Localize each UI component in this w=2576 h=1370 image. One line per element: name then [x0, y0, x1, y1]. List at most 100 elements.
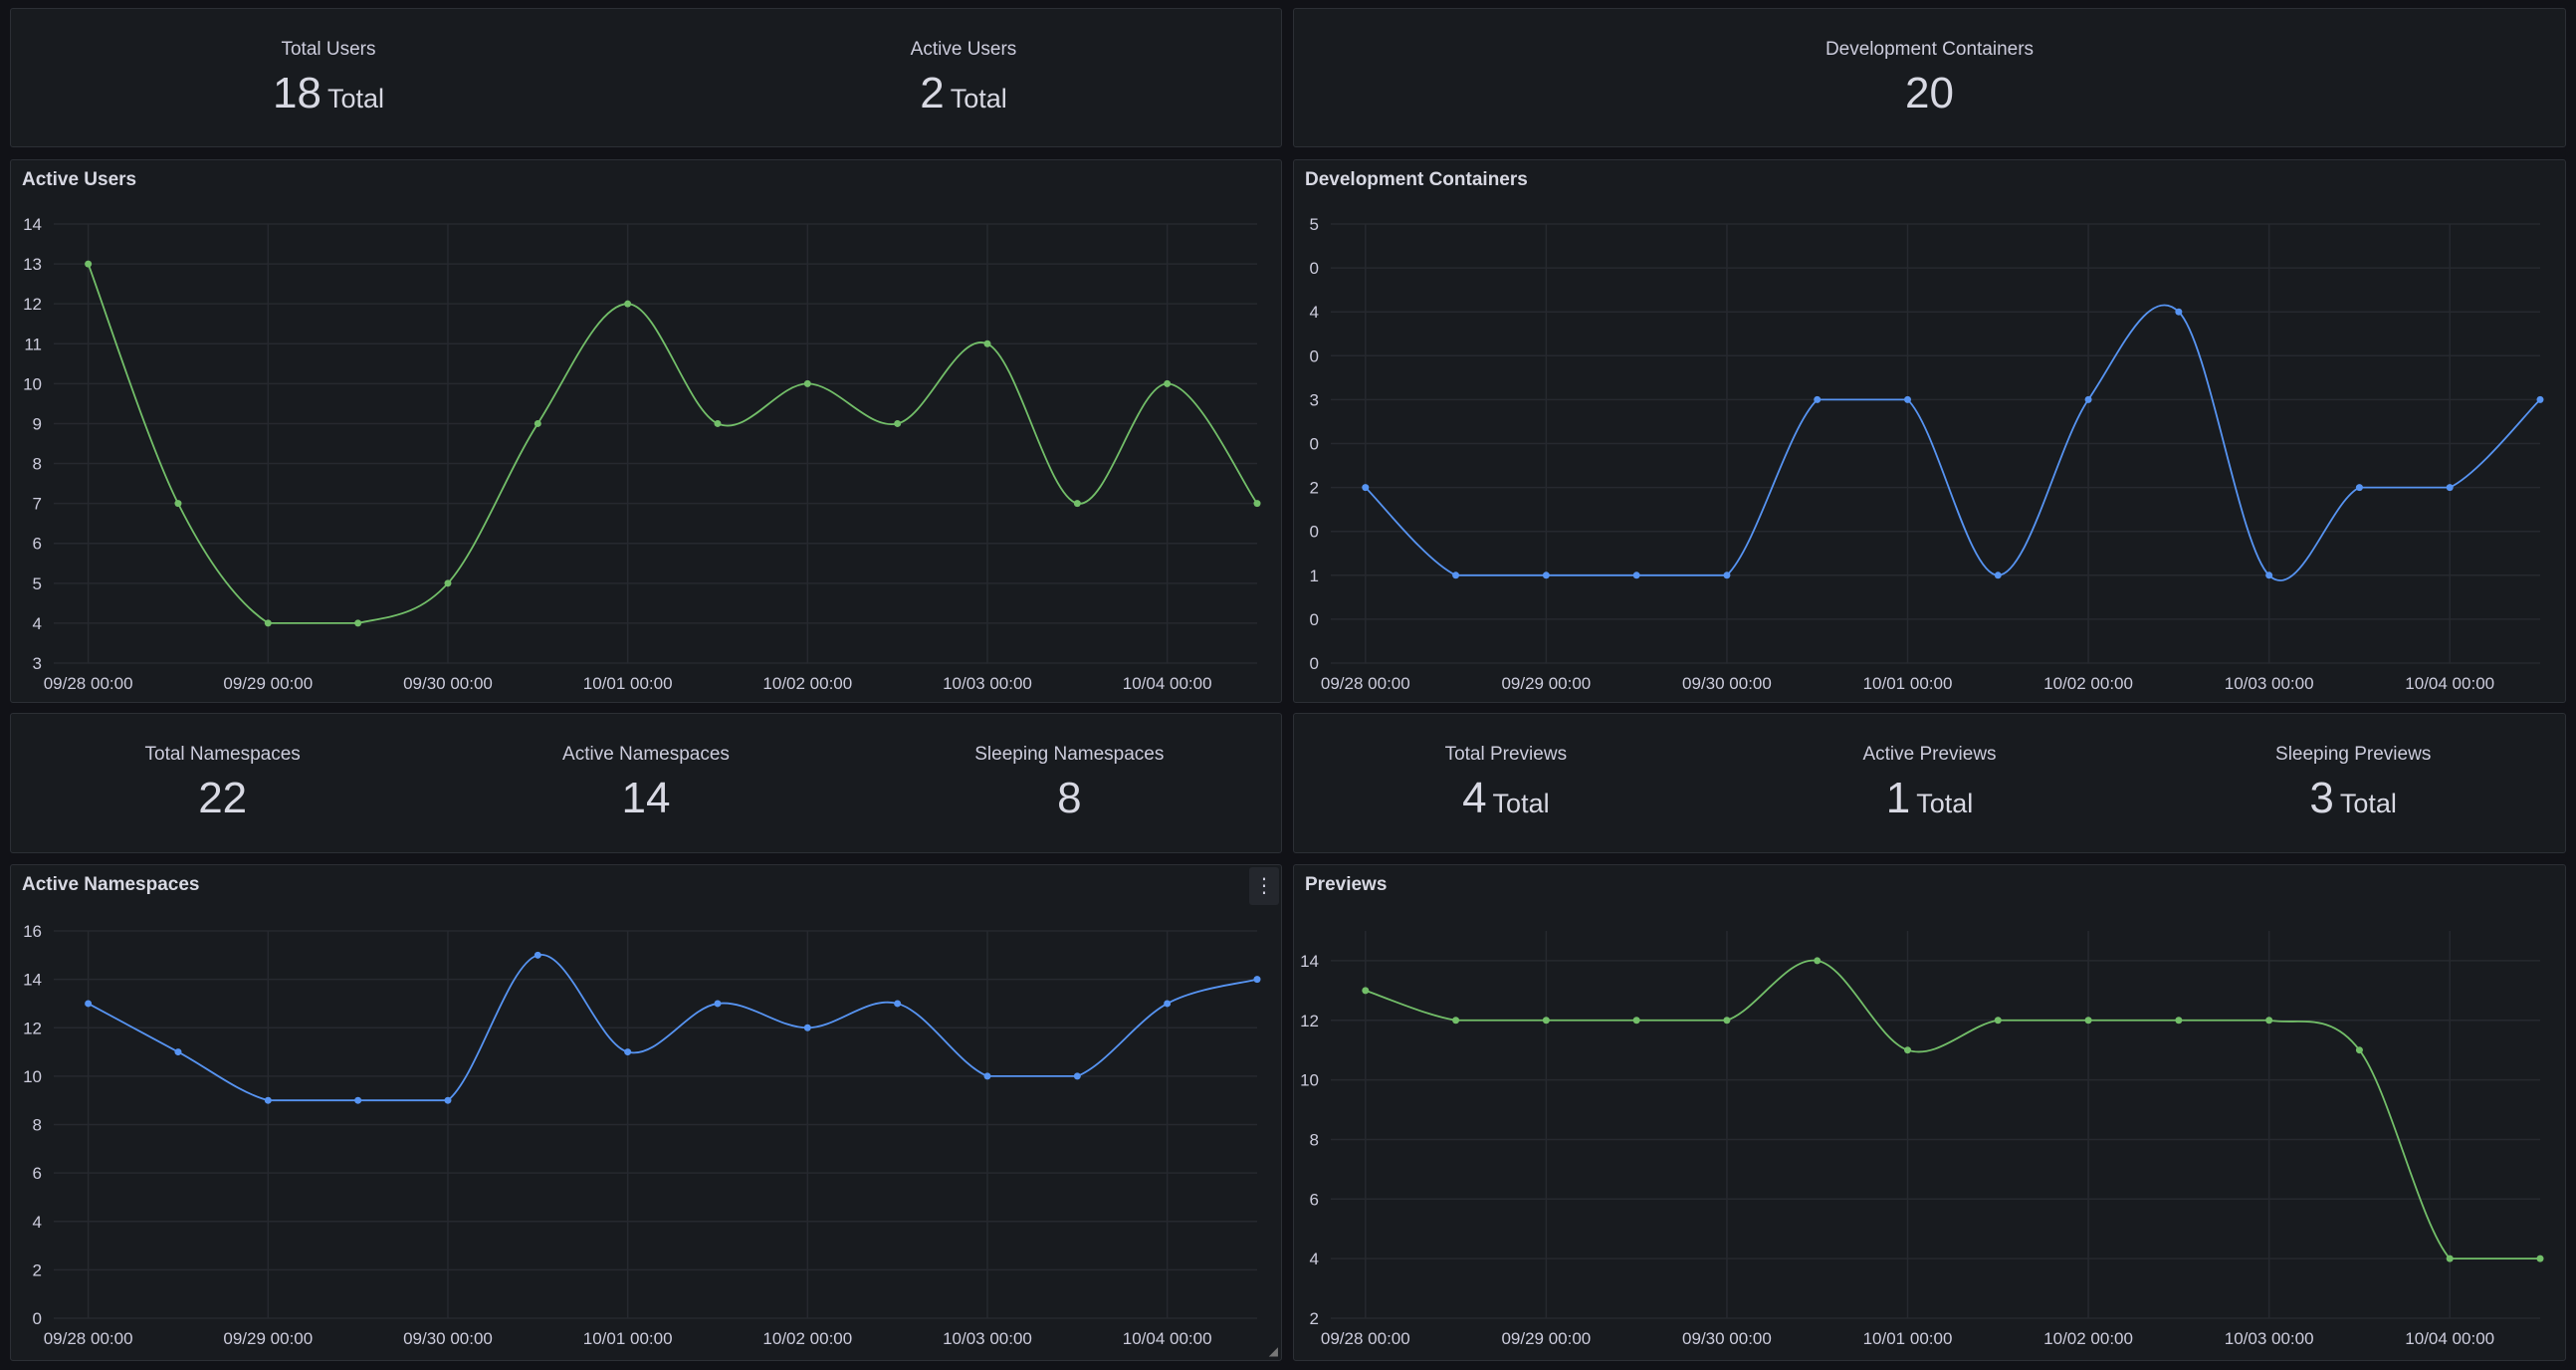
data-point	[1362, 987, 1370, 995]
y-tick-label: 14	[23, 215, 42, 234]
data-point	[1253, 500, 1261, 508]
x-tick-label: 09/28 00:00	[44, 674, 133, 693]
stat-sleeping-namespaces: Sleeping Namespaces 8	[858, 714, 1281, 852]
x-tick-label: 09/29 00:00	[223, 674, 313, 693]
stat-number: 14	[621, 774, 671, 822]
y-tick-label: 2	[33, 1260, 42, 1279]
stat-value: 14	[434, 774, 857, 823]
data-point	[174, 500, 182, 508]
data-point	[174, 1048, 182, 1056]
stat-label: Sleeping Previews	[2275, 744, 2432, 765]
y-tick-label: 2	[1310, 479, 1319, 498]
stat-label: Total Users	[281, 39, 376, 60]
data-point	[983, 1072, 991, 1080]
y-tick-label: 3	[1310, 390, 1319, 409]
data-point	[714, 419, 722, 427]
x-tick-label: 09/29 00:00	[1501, 674, 1591, 693]
x-tick-label: 09/30 00:00	[1682, 674, 1772, 693]
data-point	[2355, 484, 2363, 492]
stat-sleeping-previews: Sleeping Previews 3 Total	[2141, 714, 2565, 852]
data-point	[2446, 1255, 2454, 1262]
data-point	[1904, 1046, 1912, 1054]
stat-total-users: Total Users 18 Total	[11, 9, 646, 146]
stat-active-users: Active Users 2 Total	[646, 9, 1281, 146]
x-tick-label: 10/04 00:00	[2405, 674, 2494, 693]
users-stat-panel: Total Users 18 Total Active Users 2 Total	[10, 8, 1282, 147]
containers-stat-panel: Development Containers 20	[1293, 8, 2566, 147]
y-tick-label: 10	[1300, 1071, 1319, 1090]
data-point	[2084, 395, 2092, 403]
stat-value: 18 Total	[11, 69, 646, 118]
x-tick-label: 09/28 00:00	[44, 1329, 133, 1348]
y-tick-label: 0	[33, 1309, 42, 1328]
data-point	[1632, 571, 1640, 579]
series-line	[87, 263, 1258, 624]
stat-number: 3	[2309, 774, 2334, 822]
data-point	[2265, 1017, 2273, 1025]
y-tick-label: 4	[33, 614, 42, 633]
x-tick-label: 10/03 00:00	[2225, 674, 2314, 693]
data-point	[2175, 1017, 2183, 1025]
y-tick-label: 4	[33, 1213, 42, 1232]
y-tick-label: 8	[33, 1116, 42, 1135]
y-tick-label: 2	[1310, 1309, 1319, 1328]
panel-title: Development Containers	[1305, 169, 1528, 190]
y-tick-label: 12	[23, 295, 42, 314]
line-chart: 3 4 5 6 7 8 9 10 11 12 13 14 09/28 00:00 09/29 00:00 0…	[23, 215, 1261, 693]
data-point	[894, 1000, 902, 1008]
y-tick-label: 4	[1310, 303, 1319, 322]
data-point	[894, 419, 902, 427]
y-tick-label: 12	[1300, 1012, 1319, 1030]
series-line	[1365, 959, 2540, 1260]
y-tick-label: 12	[23, 1019, 42, 1037]
x-tick-label: 09/28 00:00	[1321, 674, 1410, 693]
x-tick-label: 10/01 00:00	[583, 674, 673, 693]
y-tick-label: 0	[1310, 346, 1319, 365]
stat-unit: Total	[1492, 789, 1550, 818]
previews-stat-panel: Total Previews 4 Total Active Previews 1 To…	[1293, 713, 2566, 853]
x-tick-label: 10/02 00:00	[762, 674, 852, 693]
stat-number: 22	[198, 774, 248, 822]
line-chart: 0 0 1 0 2 0 3 0 4 0 5 09/28 00:00 09/29 00:00 09/30 0…	[1310, 215, 2544, 693]
series-line	[88, 954, 1258, 1102]
y-tick-label: 5	[1310, 215, 1319, 234]
data-point	[1452, 571, 1460, 579]
stat-label: Development Containers	[1825, 39, 2035, 60]
y-tick-label: 0	[1310, 610, 1319, 629]
stat-label: Total Namespaces	[144, 744, 301, 765]
x-tick-label: 10/01 00:00	[1863, 674, 1953, 693]
y-tick-label: 0	[1310, 435, 1319, 454]
dev-containers-chart-panel: 0 0 1 0 2 0 3 0 4 0 5 09/28 00:00 09/29 00:00 09/30 0…	[1293, 159, 2566, 703]
y-tick-label: 16	[23, 922, 42, 941]
data-point	[85, 260, 93, 268]
x-tick-label: 09/28 00:00	[1321, 1329, 1410, 1348]
data-point	[2084, 1017, 2092, 1025]
data-point	[1164, 379, 1172, 387]
stat-value: 3 Total	[2141, 774, 2565, 823]
stat-number: 2	[920, 69, 945, 117]
data-point	[1073, 500, 1081, 508]
resize-handle-icon[interactable]: ◢	[1268, 1344, 1278, 1358]
stat-number: 18	[273, 69, 322, 117]
active-users-chart-panel: 3 4 5 6 7 8 9 10 11 12 13 14 09/28 00:00 09/29 00:00 0…	[10, 159, 1282, 703]
x-tick-label: 10/04 00:00	[1123, 674, 1212, 693]
kebab-menu-icon[interactable]: ⋮	[1249, 867, 1279, 905]
x-tick-label: 09/29 00:00	[1501, 1329, 1591, 1348]
y-tick-label: 6	[1310, 1190, 1319, 1209]
data-point	[85, 1000, 93, 1008]
data-point	[1904, 395, 1912, 403]
data-point	[714, 1000, 722, 1008]
data-point	[1994, 571, 2002, 579]
y-tick-label: 1	[1310, 567, 1319, 585]
data-point	[1723, 571, 1731, 579]
stat-active-previews: Active Previews 1 Total	[1718, 714, 2142, 852]
x-tick-label: 10/01 00:00	[583, 1329, 673, 1348]
stat-label: Active Previews	[1862, 744, 1997, 765]
stat-unit: Total	[2339, 789, 2397, 818]
y-tick-label: 3	[33, 654, 42, 673]
y-tick-label: 10	[23, 1067, 42, 1086]
data-point	[1542, 571, 1550, 579]
x-tick-label: 10/03 00:00	[2225, 1329, 2314, 1348]
data-point	[444, 579, 452, 587]
data-point	[983, 340, 991, 347]
